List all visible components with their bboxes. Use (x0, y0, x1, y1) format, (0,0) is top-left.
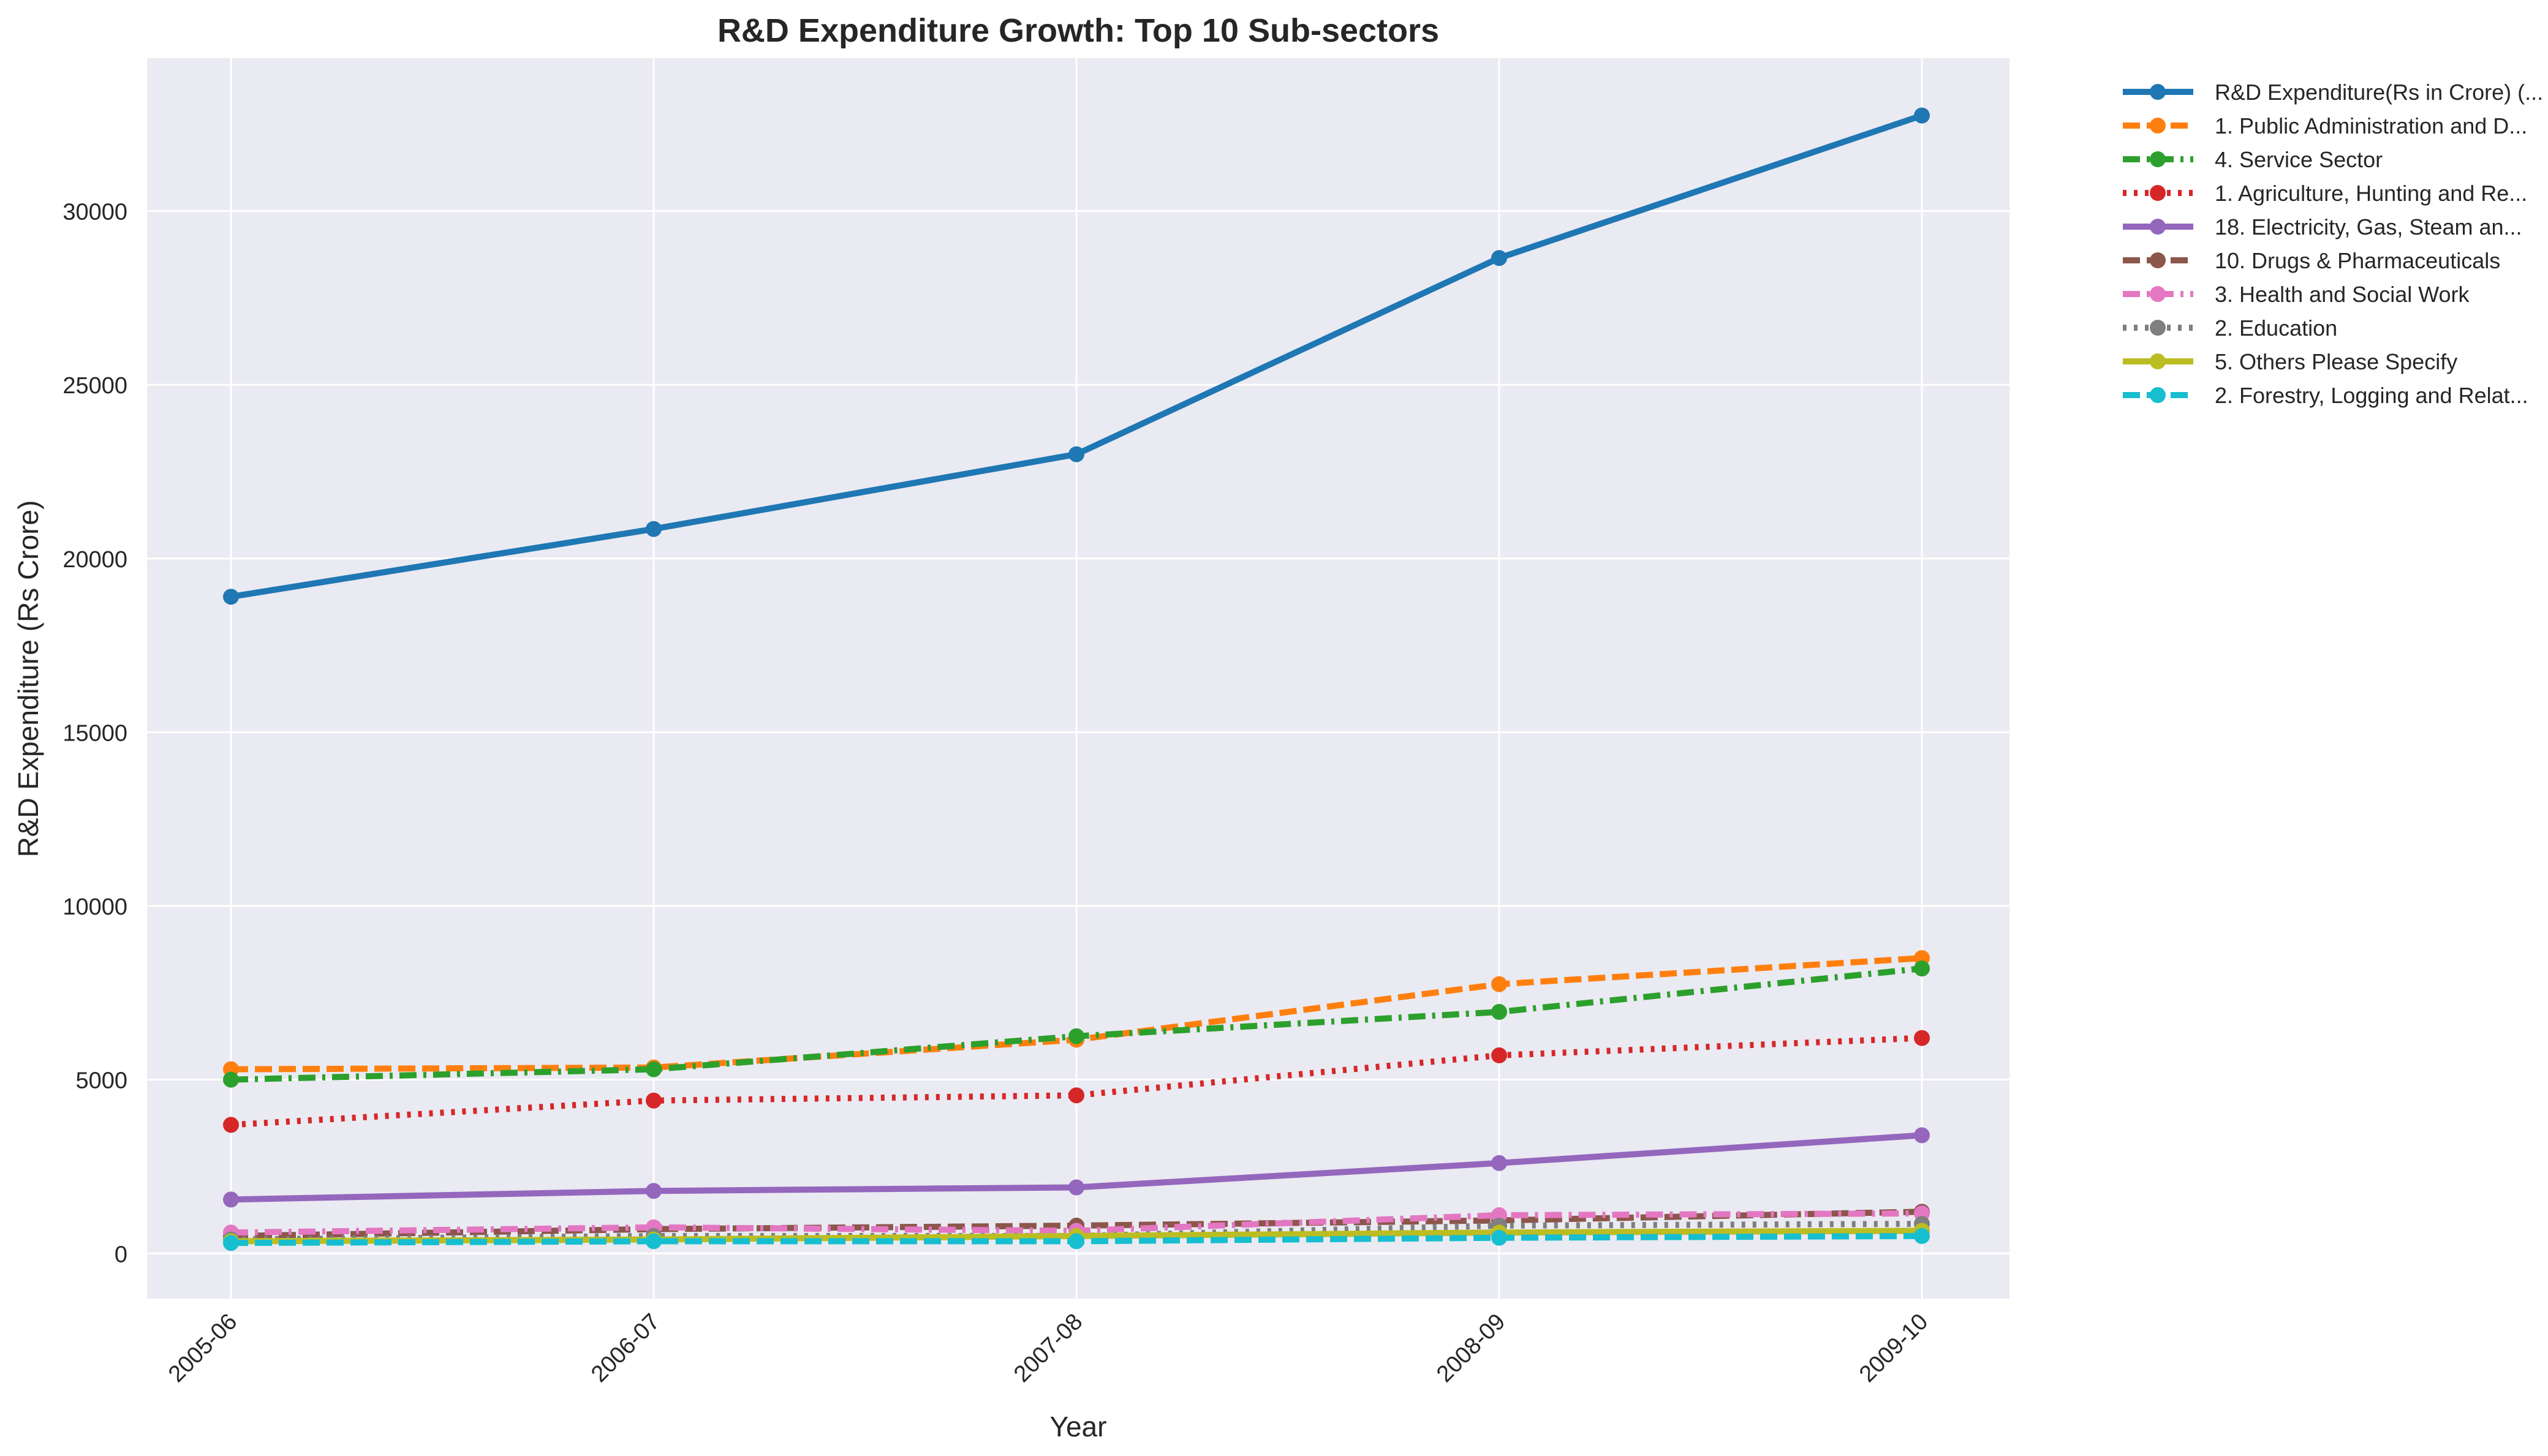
data-point (646, 521, 662, 537)
legend-marker (2150, 118, 2166, 134)
data-point (1068, 1087, 1084, 1104)
data-point (223, 1191, 239, 1208)
data-point (1068, 1028, 1084, 1044)
data-point (1914, 1030, 1930, 1046)
legend-label: 4. Service Sector (2215, 147, 2383, 172)
data-point (1491, 1155, 1507, 1171)
legend-entry: 2. Education (2123, 315, 2337, 341)
legend-marker (2150, 219, 2166, 235)
series-lines (223, 107, 1930, 1251)
y-tick-label: 15000 (62, 720, 127, 746)
y-tick-label: 5000 (75, 1068, 127, 1094)
legend-entry: 3. Health and Social Work (2123, 282, 2470, 307)
legend-label: R&D Expenditure(Rs in Crore) (... (2215, 80, 2543, 105)
legend-marker (2150, 320, 2166, 336)
legend-entry: 2. Forestry, Logging and Relat... (2123, 383, 2528, 408)
legend-entry: 18. Electricity, Gas, Steam an... (2123, 214, 2522, 240)
data-point (223, 1071, 239, 1088)
legend-marker (2150, 353, 2166, 369)
y-axis-ticks: 0 5000 10000 15000 20000 25000 30000 (62, 200, 127, 1268)
series-line (230, 1035, 1922, 1128)
y-tick-label: 0 (115, 1242, 127, 1267)
legend: R&D Expenditure(Rs in Crore) (... 1. Publ… (2123, 80, 2543, 408)
legend-label: 1. Agriculture, Hunting and Re... (2215, 181, 2527, 206)
data-point (646, 1233, 662, 1250)
y-tick-label: 20000 (62, 547, 127, 573)
y-axis-label: R&D Expenditure (Rs Crore) (12, 500, 44, 858)
legend-label: 2. Education (2215, 315, 2337, 341)
data-point (1914, 107, 1930, 124)
legend-marker (2150, 286, 2166, 302)
data-point (1914, 1127, 1930, 1144)
data-point (1914, 1228, 1930, 1244)
data-point (1491, 1004, 1507, 1020)
data-point (1068, 1233, 1084, 1250)
legend-marker (2150, 387, 2166, 403)
y-tick-label: 25000 (62, 373, 127, 399)
legend-label: 18. Electricity, Gas, Steam an... (2215, 214, 2522, 240)
legend-entry: 5. Others Please Specify (2123, 349, 2457, 374)
legend-entry: 1. Public Administration and D... (2123, 113, 2527, 138)
legend-label: 5. Others Please Specify (2215, 349, 2457, 374)
chart-title: R&D Expenditure Growth: Top 10 Sub-secto… (717, 12, 1439, 49)
legend-entry: R&D Expenditure(Rs in Crore) (... (2123, 80, 2543, 105)
legend-label: 10. Drugs & Pharmaceuticals (2215, 248, 2500, 273)
data-point (223, 589, 239, 605)
data-point (1491, 1229, 1507, 1246)
data-point (646, 1061, 662, 1077)
plot-area (147, 58, 2009, 1299)
legend-label: 1. Public Administration and D... (2215, 113, 2527, 138)
y-tick-label: 10000 (62, 894, 127, 920)
data-point (223, 1117, 239, 1133)
x-axis-label: Year (1050, 1411, 1107, 1443)
legend-marker (2150, 151, 2166, 167)
data-point (1068, 1179, 1084, 1196)
data-point (1491, 1047, 1507, 1063)
legend-marker (2150, 84, 2166, 100)
data-point (646, 1183, 662, 1199)
data-point (1491, 976, 1507, 992)
legend-label: 2. Forestry, Logging and Relat... (2215, 383, 2528, 408)
legend-entry: 1. Agriculture, Hunting and Re... (2123, 181, 2527, 206)
y-tick-label: 30000 (62, 200, 127, 225)
legend-label: 3. Health and Social Work (2215, 282, 2470, 307)
data-point (1491, 250, 1507, 266)
legend-marker (2150, 252, 2166, 268)
data-point (223, 1235, 239, 1251)
data-point (1914, 960, 1930, 977)
legend-entry: 10. Drugs & Pharmaceuticals (2123, 248, 2500, 273)
data-point (1068, 446, 1084, 462)
data-point (646, 1092, 662, 1109)
legend-marker (2150, 185, 2166, 201)
legend-entry: 4. Service Sector (2123, 147, 2383, 172)
